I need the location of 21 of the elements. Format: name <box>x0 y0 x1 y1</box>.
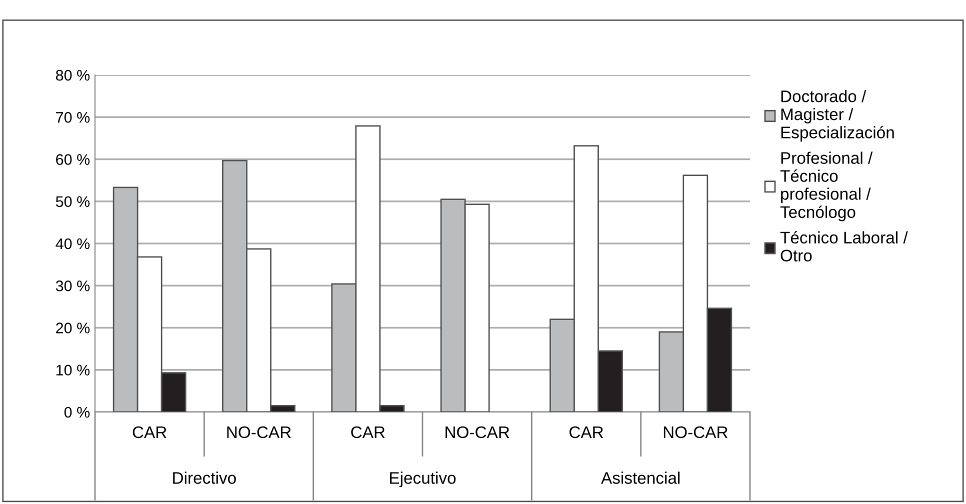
y-tick-label: 50 % <box>56 196 90 208</box>
y-tick-label: 0 % <box>64 406 90 418</box>
legend-label: Profesional / Técnico profesional / Tecnólogo <box>780 152 873 222</box>
x-tick-label: NO-CAR <box>227 426 291 438</box>
y-tick-label: 40 % <box>56 238 90 250</box>
x-tick-label: CAR <box>570 426 604 438</box>
x-tick-label: NO-CAR <box>446 426 510 438</box>
legend-label: Técnico Laboral / Otro <box>780 231 908 262</box>
y-tick-label: 80 % <box>56 70 90 81</box>
legend-label: Doctorado / Magister / Especialización <box>781 90 894 142</box>
y-tick-label: 10 % <box>56 364 90 376</box>
x-tick-label: CAR <box>132 426 166 438</box>
y-tick-label: 60 % <box>56 154 90 165</box>
text: Ejecutivo <box>390 472 456 488</box>
text: Directivo <box>173 472 236 484</box>
y-tick-label: 30 % <box>56 280 90 292</box>
y-tick-label: 20 % <box>56 322 90 334</box>
x-tick-label: CAR <box>351 426 385 438</box>
x-tick-label: NO-CAR <box>664 426 728 438</box>
y-tick-label: 70 % <box>56 112 90 123</box>
text: Asistencial <box>601 472 680 484</box>
